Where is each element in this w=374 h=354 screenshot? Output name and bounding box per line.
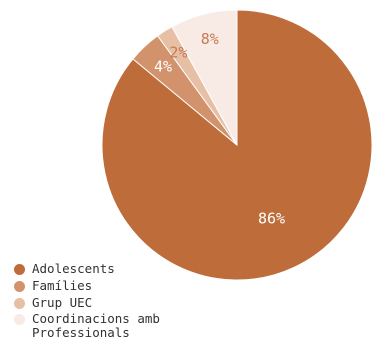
legend-label: Adolescents [32,261,115,276]
legend-swatch [14,280,25,292]
slice-value-label: 8% [201,30,219,48]
legend-item-grup-uec[interactable]: Grup UEC [14,294,192,310]
legend-item-adolescents[interactable]: Adolescents [14,262,192,276]
pie-slice-coordinacions-amb-professionals[interactable] [171,9,238,146]
legend-swatch [14,297,25,309]
slice-value-label: 2% [169,44,187,62]
legend-label: Grup UEC [32,294,93,310]
legend-label: Famílies [32,277,93,293]
legend-label: Coordinacions amb Professionals [32,311,160,340]
pie-slices [101,9,373,281]
legend-swatch [14,264,25,275]
legend: Adolescents Famílies Grup UEC Coordinaci… [14,262,192,343]
legend-item-families[interactable]: Famílies [14,277,192,293]
legend-item-coordinacions[interactable]: Coordinacions amb Professionals [14,312,192,340]
slice-value-label: 86% [258,209,285,227]
legend-swatch [14,314,25,326]
slice-value-label: 4% [154,57,172,75]
slice-labels: 86% 4%2% 8% [154,30,285,227]
